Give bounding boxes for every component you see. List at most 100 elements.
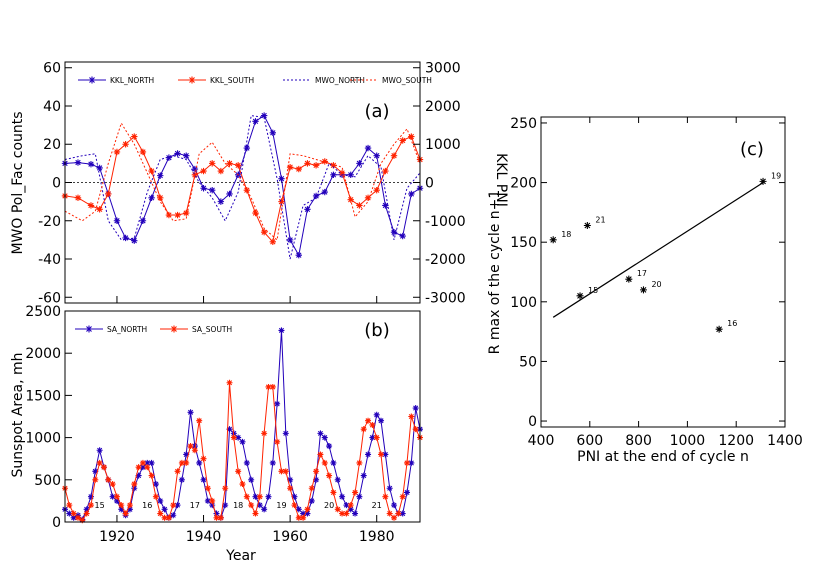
panel-b-point-sa-north: [126, 506, 133, 513]
panel-c-point-label: 17: [637, 269, 647, 278]
panel-c-ylabel: R max of the cycle n+1: [487, 190, 503, 355]
panel-c-xtick-label: 1000: [670, 433, 706, 449]
panel-b-legend-marker: [85, 325, 93, 333]
panel-b-point-sa-south: [144, 464, 151, 471]
panel-a-series-mwo-north: [64, 115, 421, 260]
panel-a-ytick-label-left: -40: [38, 252, 61, 268]
panel-a-point-kkl-south: [165, 211, 173, 219]
panel-a-ytick-label-right: -3000: [425, 290, 466, 306]
panel-c-fit-line: [552, 182, 764, 318]
panel-b-point-sa-north: [144, 459, 151, 466]
panel-a-ytick-label-right: -1000: [425, 214, 466, 230]
panel-b-ytick-label: 2000: [25, 346, 61, 362]
panel-a-point-kkl-south: [122, 141, 129, 148]
panel-b-point-sa-south: [79, 517, 86, 524]
panel-c-point: [576, 292, 584, 300]
panel-a-point-kkl-south: [113, 148, 121, 156]
panel-b-point-sa-south: [347, 502, 354, 509]
panel-b-point-sa-north: [118, 506, 125, 513]
panel-a-point-kkl-south: [321, 158, 328, 165]
panel-b-point-sa-south: [243, 493, 250, 500]
panel-b-point-sa-south: [334, 506, 341, 513]
panel-b-point-sa-south: [391, 514, 398, 521]
panel-c-xtick-label: 600: [576, 433, 603, 449]
panel-b-point-sa-north: [326, 443, 333, 450]
panel-b-point-sa-south: [399, 493, 406, 500]
panel-b-xtick-label: 1920: [99, 529, 135, 545]
panel-a-point-kkl-north: [208, 186, 216, 194]
panel-a-point-kkl-south: [243, 186, 251, 194]
panel-b-point-sa-north: [191, 443, 198, 450]
panel-b-xtick-label: 1960: [272, 529, 308, 545]
panel-a-point-kkl-south: [373, 186, 380, 194]
panel-b-xtick-label: 1940: [186, 529, 222, 545]
panel-b-point-sa-north: [369, 434, 376, 441]
panel-c-ytick-label: 200: [510, 176, 537, 192]
panel-b-ytick-label: 0: [52, 515, 61, 531]
panel-a-point-kkl-south: [200, 167, 207, 175]
panel-b-ytick-label: 2500: [25, 304, 61, 320]
panel-b-point-sa-south: [226, 379, 233, 386]
panel-b-legend-marker: [170, 325, 178, 333]
panel-b-point-sa-south: [339, 510, 346, 517]
panel-a-point-kkl-north: [243, 144, 251, 152]
panel-b-point-sa-south: [100, 464, 107, 471]
panel-b-series-sa-south: [64, 382, 421, 521]
panel-b-point-sa-north: [92, 468, 99, 475]
panel-b-point-sa-south: [395, 510, 402, 517]
panel-b-point-sa-south: [178, 459, 185, 466]
panel-b-cycle-label: 18: [233, 501, 243, 510]
panel-b-point-sa-north: [274, 400, 281, 407]
panel-a-ytick-label-left: 0: [52, 176, 61, 192]
panel-b-point-sa-north: [308, 497, 315, 504]
panel-b-point-sa-south: [378, 451, 385, 458]
panel-a-point-kkl-north: [260, 112, 268, 119]
panel-a-point-kkl-south: [148, 167, 155, 175]
panel-b-point-sa-south: [96, 459, 103, 466]
panel-a-point-kkl-north: [183, 152, 190, 159]
panel-a-ytick-label-left: 20: [43, 137, 61, 153]
panel-a-point-kkl-south: [330, 162, 337, 169]
panel-a-point-kkl-north: [399, 232, 406, 240]
panel-b-point-sa-south: [330, 489, 337, 496]
panel-b-point-sa-north: [347, 506, 354, 513]
panel-b-point-sa-south: [109, 481, 116, 488]
panel-a-point-kkl-south: [208, 160, 216, 167]
panel-b-point-sa-south: [300, 514, 307, 521]
panel-a-point-kkl-north: [330, 171, 337, 179]
panel-c-ytick-label: 0: [528, 414, 537, 430]
panel-a-point-kkl-north: [226, 190, 233, 198]
panel-b-point-sa-north: [96, 447, 103, 454]
panel-b-point-sa-south: [265, 383, 272, 390]
panel-b-cycle-label: 17: [190, 501, 200, 510]
panel-a-legend-label: MWO_NORTH: [315, 76, 365, 85]
panel-b-point-sa-south: [365, 417, 372, 424]
panel-b-point-sa-south: [161, 514, 168, 521]
panel-a-point-kkl-north: [347, 171, 354, 179]
panel-b-point-sa-south: [291, 502, 298, 509]
panel-a-point-kkl-north: [269, 129, 277, 136]
panel-b-point-sa-north: [339, 493, 346, 500]
panel-c-xtick-label: 400: [528, 433, 555, 449]
panel-b-point-sa-south: [126, 502, 133, 509]
panel-a-point-kkl-north: [165, 154, 173, 161]
panel-b-point-sa-south: [152, 493, 159, 500]
panel-a-point-kkl-south: [269, 238, 277, 245]
panel-b-point-sa-north: [287, 476, 294, 483]
panel-b-point-sa-north: [213, 510, 220, 517]
panel-b-point-sa-north: [295, 506, 302, 513]
panel-b-point-sa-north: [313, 476, 320, 483]
panel-b-point-sa-south: [87, 502, 94, 509]
panel-a-point-kkl-north: [356, 160, 363, 167]
panel-b-point-sa-south: [105, 476, 112, 483]
panel-a-legend-label: KKL_NORTH: [110, 76, 154, 85]
panel-b-point-sa-south: [183, 459, 190, 466]
panel-c-point-label: 21: [595, 216, 605, 225]
panel-b-point-sa-south: [200, 455, 207, 462]
panel-b-point-sa-south: [165, 514, 172, 521]
panel-b-point-sa-north: [408, 459, 415, 466]
panel-b-point-sa-south: [252, 510, 259, 517]
panel-b-point-sa-south: [352, 489, 359, 496]
panel-b-point-sa-north: [235, 434, 242, 441]
panel-c-point: [583, 222, 591, 229]
